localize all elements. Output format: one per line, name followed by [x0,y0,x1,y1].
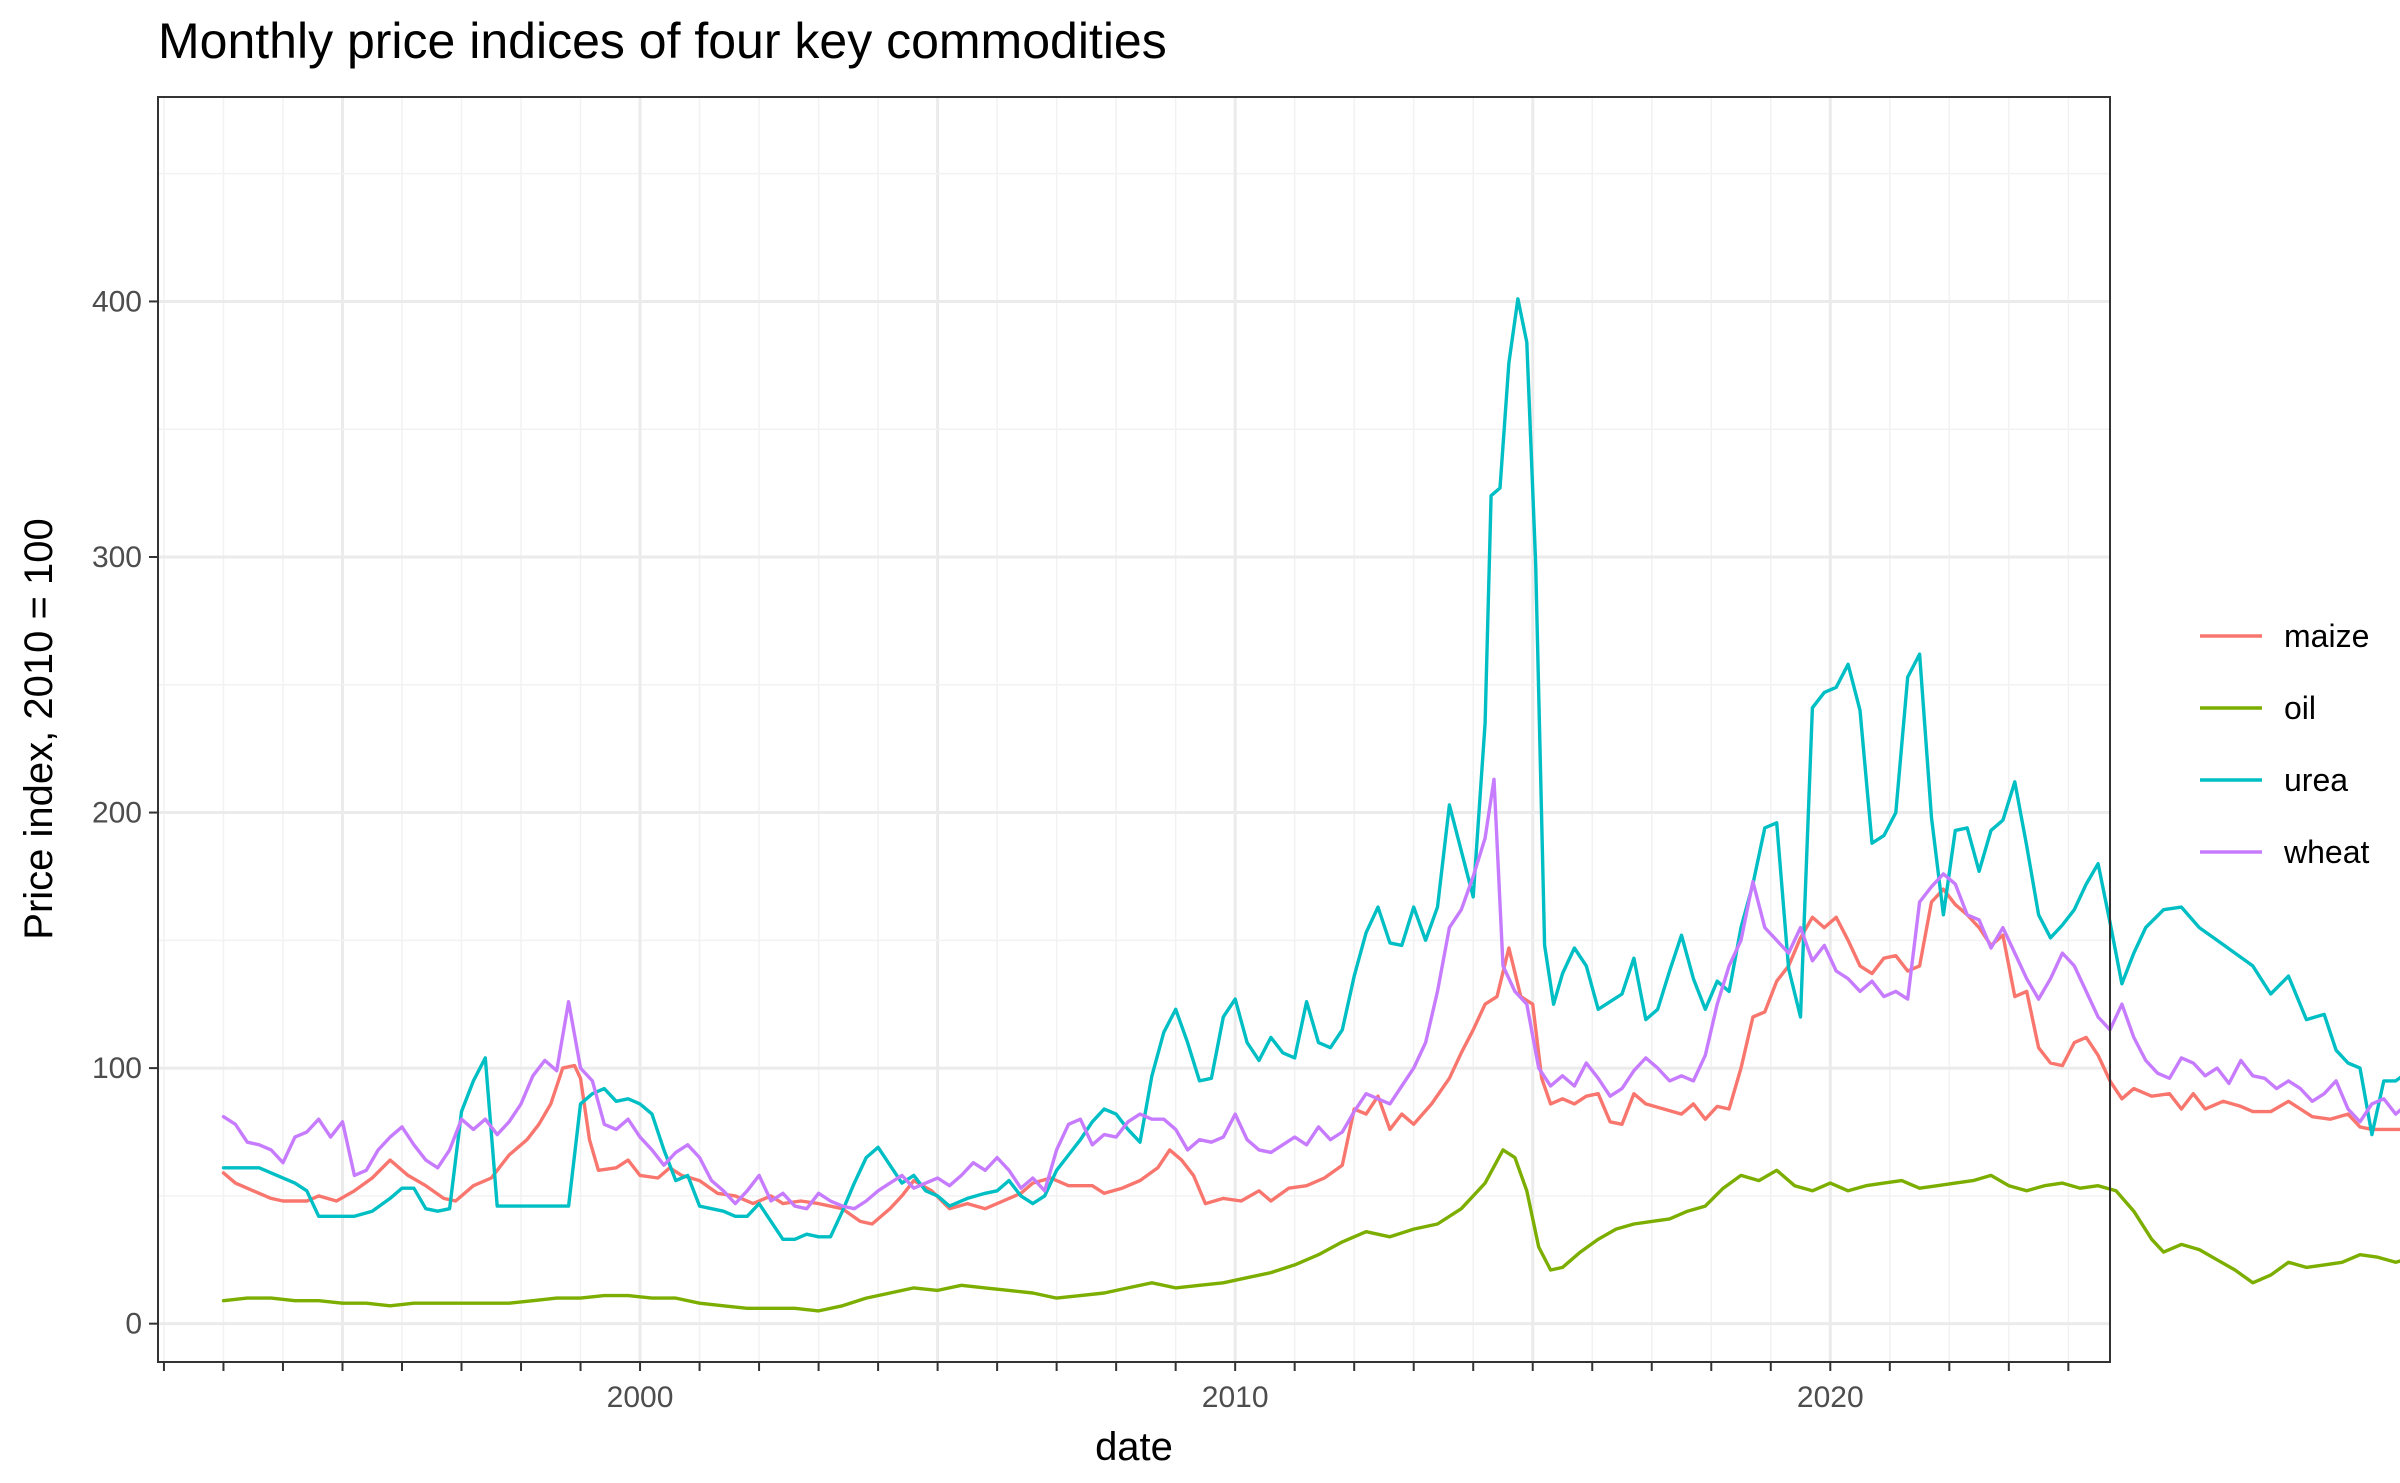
chart-title: Monthly price indices of four key commod… [158,13,1167,69]
y-axis-title: Price index, 2010 = 100 [17,518,61,939]
y-tick-label: 100 [92,1052,142,1085]
y-tick-label: 200 [92,797,142,830]
legend-label-maize: maize [2284,618,2369,654]
legend: maize oil urea wheat [2200,618,2370,870]
legend-label-wheat: wheat [2283,834,2370,870]
grid-layer [158,97,2110,1362]
series-line-oil [221,1148,2400,1313]
x-tick-label: 2020 [1797,1381,1864,1414]
y-tick-label: 400 [92,285,142,318]
series-layer [221,297,2400,1313]
series-line-urea [221,297,2400,1242]
x-tick-label: 2010 [1202,1381,1269,1414]
x-tick-label: 2000 [607,1381,674,1414]
series-line-maize [221,887,2400,1226]
legend-label-urea: urea [2284,762,2348,798]
y-tick-label: 0 [125,1308,142,1341]
series-line-wheat [221,777,2400,1211]
legend-label-oil: oil [2284,690,2316,726]
x-axis-title: date [1095,1425,1173,1469]
plot-panel-border [157,96,2111,1363]
tick-layer: 2000 2010 2020 0 100 200 300 400 [92,285,2070,1414]
y-tick-label: 300 [92,541,142,574]
